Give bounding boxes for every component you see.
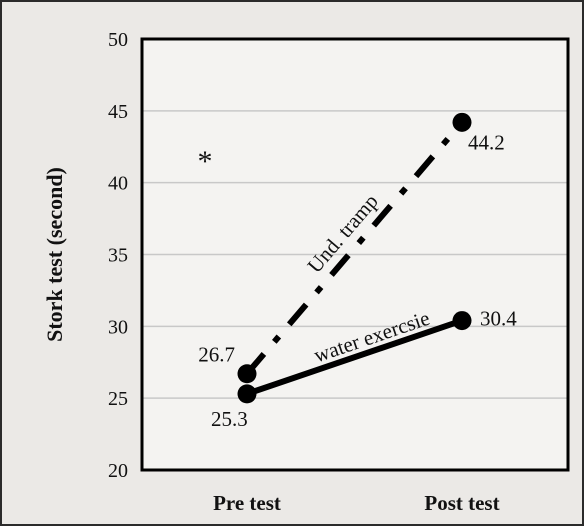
x-tick-label: Pre test [213,491,281,515]
data-point [237,384,257,404]
y-axis-title: Stork test (second) [42,167,67,342]
data-label: 44.2 [468,130,505,154]
y-tick-label: 25 [108,388,128,410]
data-point [237,364,257,384]
y-tick-label: 45 [108,101,128,123]
data-label: 25.3 [211,407,248,431]
data-point [452,112,472,132]
x-tick-label: Post test [424,491,499,515]
annotation: * [198,145,213,178]
series-line-2 [246,317,463,397]
y-tick-label: 35 [108,245,128,267]
data-label: 26.7 [198,343,235,367]
y-tick-label: 50 [108,29,128,51]
data-point [452,311,472,331]
y-tick-label: 40 [108,173,128,195]
series-line-1 [244,120,465,376]
plot-frame [140,37,570,472]
y-tick-label: 30 [108,316,128,338]
y-tick-label: 20 [108,460,128,482]
data-label: 30.4 [480,307,517,331]
